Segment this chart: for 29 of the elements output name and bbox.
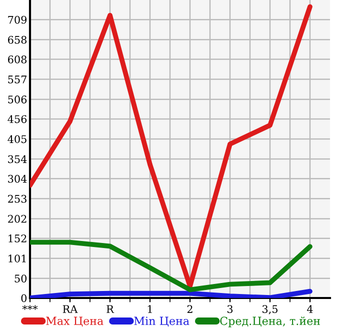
legend-label: Max Цена — [46, 316, 104, 327]
y-tick-label: 354 — [8, 155, 27, 164]
y-tick-label: 101 — [8, 254, 26, 262]
x-tick-label: *** — [22, 305, 38, 310]
y-tick-label: 0 — [21, 294, 27, 302]
x-tick-label: R — [106, 305, 114, 313]
x-tick-label: 4 — [307, 305, 313, 313]
x-tick-label: 2 — [187, 305, 192, 313]
legend-label: Min Цена — [134, 316, 190, 327]
y-tick-label: 304 — [8, 174, 27, 183]
y-tick-label: 202 — [8, 214, 26, 223]
legend-label: Сред.Цена, т.йен — [220, 316, 320, 328]
y-tick-label: 456 — [8, 115, 27, 124]
y-tick-label: 152 — [8, 234, 26, 242]
y-tick-label: 608 — [8, 56, 27, 64]
y-tick-label: 405 — [8, 135, 26, 144]
x-tick-label: 1 — [148, 305, 152, 313]
y-tick-label: 506 — [8, 96, 27, 104]
y-tick-label: 557 — [8, 76, 26, 84]
y-tick-label: 658 — [8, 36, 27, 44]
x-tick-label: 3,5 — [262, 305, 278, 314]
x-tick-label: RA — [62, 305, 78, 313]
line-series — [30, 240, 312, 292]
line-series — [30, 288, 312, 298]
x-tick-label: 3 — [227, 305, 233, 314]
y-tick-label: 253 — [8, 194, 26, 203]
y-tick-label: 50 — [14, 274, 27, 282]
line-series — [30, 4, 312, 289]
y-tick-label: 709 — [8, 16, 27, 24]
